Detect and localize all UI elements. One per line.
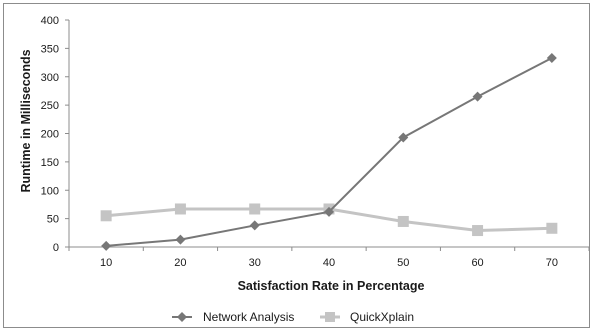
- data-point: [174, 203, 186, 215]
- legend-item: Network Analysis: [172, 310, 294, 324]
- data-point: [472, 225, 484, 237]
- series-network-analysis: [101, 53, 557, 251]
- data-point: [397, 215, 409, 227]
- axes: 0 50 100 150 200 250 300 350 400 10 20 30 40 50 60 70: [41, 15, 590, 269]
- series-layer: [100, 53, 558, 251]
- y-tick-label: 150: [41, 157, 59, 169]
- data-point: [101, 240, 112, 251]
- legend-label: Network Analysis: [203, 310, 294, 324]
- x-tick-label: 20: [174, 257, 186, 269]
- x-axis-title: Satisfaction Rate in Percentage: [238, 279, 425, 293]
- y-tick-label: 0: [53, 242, 59, 254]
- legend-marker: [325, 312, 335, 322]
- x-tick-label: 60: [471, 257, 483, 269]
- y-tick-label: 250: [41, 100, 59, 112]
- x-tick-label: 30: [249, 257, 261, 269]
- data-point: [546, 53, 557, 64]
- y-tick-label: 200: [41, 129, 59, 141]
- x-tick-label: 50: [397, 257, 409, 269]
- legend-item: QuickXplain: [320, 310, 414, 324]
- legend-label: QuickXplain: [350, 310, 414, 324]
- x-tick-label: 40: [323, 257, 335, 269]
- x-tick-label: 10: [100, 257, 112, 269]
- y-tick-label: 350: [41, 43, 59, 55]
- legend-marker: [177, 312, 187, 322]
- y-axis-title: Runtime in Milliseconds: [19, 49, 33, 192]
- data-point: [324, 206, 334, 217]
- data-point: [249, 220, 260, 231]
- data-point: [546, 222, 558, 234]
- data-point: [398, 132, 409, 143]
- data-point: [100, 210, 112, 222]
- y-tick-label: 400: [41, 15, 59, 27]
- chart-frame: [3, 3, 590, 328]
- legend: Network Analysis QuickXplain: [172, 310, 414, 324]
- data-point: [175, 234, 186, 245]
- y-tick-label: 50: [47, 214, 59, 226]
- data-point: [249, 203, 261, 215]
- y-tick-label: 300: [41, 72, 59, 84]
- data-point: [472, 91, 483, 102]
- y-tick-label: 100: [41, 185, 59, 197]
- x-tick-label: 70: [546, 257, 558, 269]
- series-line: [106, 57, 553, 247]
